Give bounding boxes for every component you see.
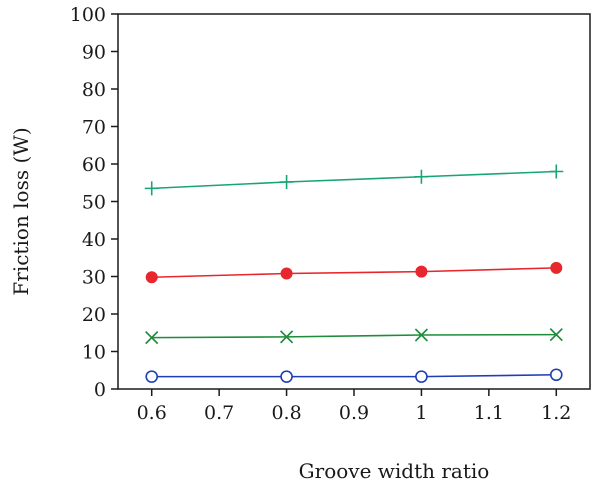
- x-tick-label: 1.1: [474, 402, 504, 424]
- data-point: [145, 370, 159, 383]
- y-tick-label: 0: [94, 379, 106, 401]
- series-line: [151, 170, 557, 190]
- plot-frame: [117, 13, 591, 390]
- series-line: [151, 333, 557, 339]
- data-point: [145, 331, 159, 345]
- y-tick-label: 50: [82, 192, 106, 214]
- series-cross: [145, 328, 563, 345]
- y-axis-title: Friction loss (W): [9, 127, 33, 295]
- x-axis-title: Groove width ratio: [299, 459, 490, 483]
- data-point: [280, 370, 293, 383]
- y-tick-label: 30: [82, 267, 106, 289]
- axis-ticks: 0.6 0.7 0.8 0.9 1 1.1 1.2 0 10 20 30 40 50 60 70 80 90 10…: [70, 4, 572, 424]
- data-point: [279, 175, 294, 189]
- data-point: [549, 368, 563, 382]
- data-point: [414, 169, 429, 184]
- data-point: [550, 261, 563, 274]
- data-point: [280, 267, 293, 280]
- y-tick-label: 20: [82, 304, 106, 326]
- series-open-circle: [145, 368, 563, 383]
- x-tick-label: 0.7: [204, 402, 234, 424]
- y-tick-label: 60: [82, 154, 106, 176]
- y-tick-label: 10: [82, 342, 106, 364]
- x-tick-label: 1: [415, 402, 427, 424]
- data-point: [549, 164, 564, 179]
- data-point: [280, 330, 294, 344]
- series-layer: [144, 164, 564, 383]
- series-filled-circle: [145, 261, 563, 284]
- y-tick-label: 90: [82, 42, 106, 64]
- y-tick-label: 40: [82, 229, 106, 251]
- y-tick-label: 80: [82, 79, 106, 101]
- data-point: [415, 265, 428, 278]
- y-tick-label: 100: [70, 4, 106, 26]
- series-line: [151, 267, 557, 279]
- data-point: [549, 328, 563, 342]
- data-point: [145, 271, 158, 284]
- x-tick-label: 0.8: [271, 402, 301, 424]
- series-plus: [144, 164, 564, 196]
- data-point: [414, 328, 428, 342]
- data-point: [415, 370, 428, 383]
- data-point: [144, 181, 159, 196]
- x-tick-label: 1.2: [541, 402, 571, 424]
- series-line: [151, 373, 557, 378]
- y-tick-label: 70: [82, 117, 106, 139]
- x-tick-label: 0.9: [339, 402, 369, 424]
- x-tick-label: 0.6: [137, 402, 167, 424]
